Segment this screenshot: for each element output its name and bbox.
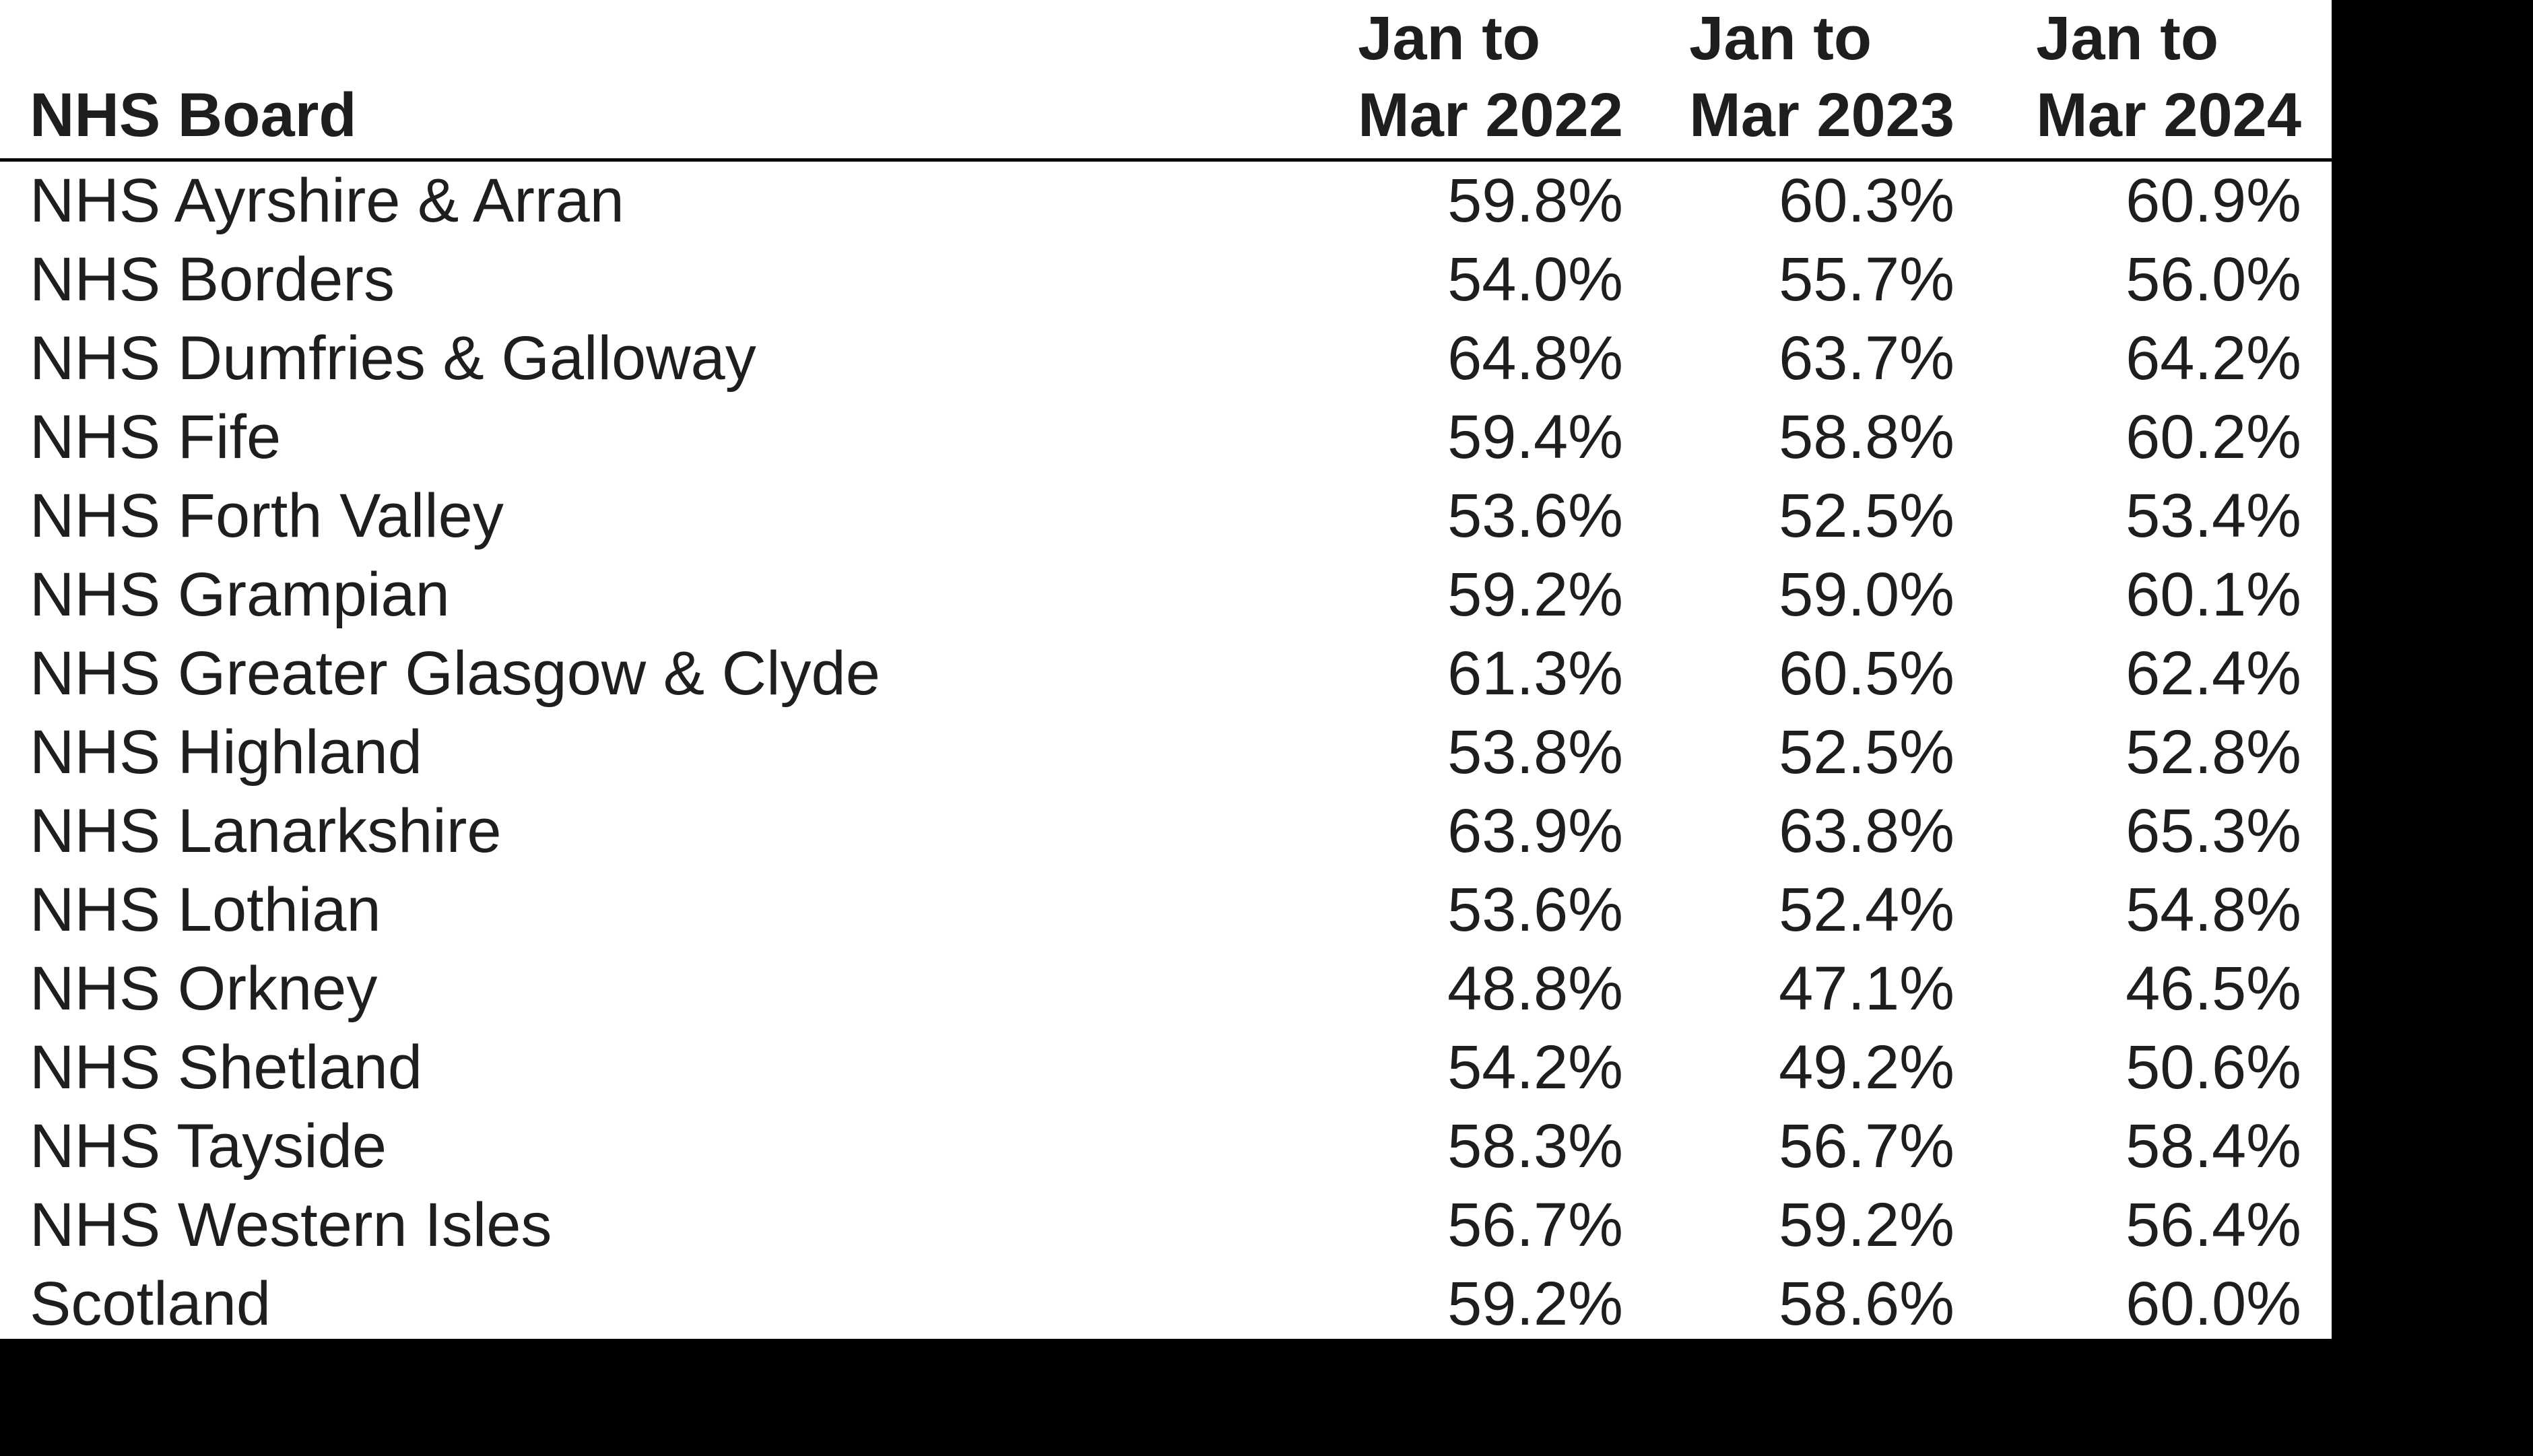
value-2022-cell: 56.7% [1447, 1191, 1623, 1259]
value-2022-cell: 59.8% [1447, 166, 1623, 235]
board-name-cell: NHS Tayside [30, 1112, 387, 1181]
value-2024-cell: 46.5% [2126, 954, 2301, 1023]
column-header-nhs-board: NHS Board [0, 0, 1145, 160]
table-row-nhs-western-isles: NHS Western Isles 56.7% 59.2% 56.4% [0, 1186, 2332, 1265]
value-2024-cell: 56.0% [2126, 245, 2301, 314]
value-2023-cell: 52.4% [1779, 875, 1954, 944]
value-2022-cell: 48.8% [1447, 954, 1623, 1023]
table-row-nhs-grampian: NHS Grampian 59.2% 59.0% 60.1% [0, 556, 2332, 634]
table-panel: NHS Board Jan to Mar 2022 Jan to Mar 202… [0, 0, 2332, 1339]
value-2022-cell: 53.6% [1447, 875, 1623, 944]
value-2023-cell: 55.7% [1779, 245, 1954, 314]
table-row-nhs-shetland: NHS Shetland 54.2% 49.2% 50.6% [0, 1028, 2332, 1107]
column-header-line1: Jan to [2036, 4, 2219, 73]
value-2022-cell: 59.2% [1447, 560, 1623, 629]
value-2022-cell: 53.8% [1447, 718, 1623, 787]
value-2024-cell: 60.1% [2126, 560, 2301, 629]
value-2022-cell: 59.4% [1447, 403, 1623, 471]
board-name-cell: NHS Ayrshire & Arran [30, 166, 624, 235]
column-header-block: Jan to Mar 2023 [1689, 0, 1954, 154]
column-header-line1: Jan to [1689, 4, 1872, 73]
table-row-nhs-highland: NHS Highland 53.8% 52.5% 52.8% [0, 713, 2332, 792]
column-header-block: Jan to Mar 2024 [2036, 0, 2301, 154]
value-2024-cell: 54.8% [2126, 875, 2301, 944]
value-2022-cell: 63.9% [1447, 797, 1623, 865]
value-2024-cell: 56.4% [2126, 1191, 2301, 1259]
value-2022-cell: 61.3% [1447, 639, 1623, 708]
value-2023-cell: 47.1% [1779, 954, 1954, 1023]
column-header-line2: Mar 2024 [2036, 81, 2301, 150]
value-2023-cell: 52.5% [1779, 482, 1954, 550]
table-row-nhs-lothian: NHS Lothian 53.6% 52.4% 54.8% [0, 871, 2332, 950]
right-letterbox [2332, 0, 2533, 1456]
table-row-nhs-borders: NHS Borders 54.0% 55.7% 56.0% [0, 240, 2332, 319]
board-name-cell: NHS Western Isles [30, 1191, 552, 1259]
board-name-cell: NHS Lanarkshire [30, 797, 502, 865]
value-2023-cell: 52.5% [1779, 718, 1954, 787]
value-2022-cell: 54.0% [1447, 245, 1623, 314]
column-header-label: NHS Board [30, 81, 357, 150]
board-name-cell: NHS Orkney [30, 954, 378, 1023]
value-2024-cell: 65.3% [2126, 797, 2301, 865]
table-row-nhs-lanarkshire: NHS Lanarkshire 63.9% 63.8% 65.3% [0, 792, 2332, 871]
board-name-cell: NHS Borders [30, 245, 395, 314]
table-row-nhs-forth-valley: NHS Forth Valley 53.6% 52.5% 53.4% [0, 477, 2332, 556]
value-2023-cell: 63.8% [1779, 797, 1954, 865]
board-name-cell: NHS Dumfries & Galloway [30, 324, 756, 393]
table-row-nhs-dumfries-galloway: NHS Dumfries & Galloway 64.8% 63.7% 64.2… [0, 319, 2332, 398]
board-name-cell: NHS Fife [30, 403, 282, 471]
board-name-cell: NHS Forth Valley [30, 482, 504, 550]
column-header-line2: Mar 2022 [1358, 81, 1623, 150]
value-2024-cell: 60.2% [2126, 403, 2301, 471]
board-name-cell: NHS Lothian [30, 875, 381, 944]
column-header-jan-mar-2022: Jan to Mar 2022 [1145, 0, 1623, 160]
value-2024-cell: 60.9% [2126, 166, 2301, 235]
board-name-cell: NHS Greater Glasgow & Clyde [30, 639, 880, 708]
value-2024-cell: 60.0% [2126, 1269, 2301, 1338]
table-row-nhs-tayside: NHS Tayside 58.3% 56.7% 58.4% [0, 1107, 2332, 1186]
value-2022-cell: 54.2% [1447, 1033, 1623, 1102]
board-name-cell: NHS Highland [30, 718, 422, 787]
table-header-row: NHS Board Jan to Mar 2022 Jan to Mar 202… [0, 0, 2332, 160]
value-2023-cell: 56.7% [1779, 1112, 1954, 1181]
value-2024-cell: 58.4% [2126, 1112, 2301, 1181]
value-2022-cell: 59.2% [1447, 1269, 1623, 1338]
bottom-letterbox [0, 1339, 2533, 1456]
value-2023-cell: 49.2% [1779, 1033, 1954, 1102]
table-row-nhs-orkney: NHS Orkney 48.8% 47.1% 46.5% [0, 950, 2332, 1028]
table-row-nhs-greater-glasgow-clyde: NHS Greater Glasgow & Clyde 61.3% 60.5% … [0, 634, 2332, 713]
column-header-line1: Jan to [1358, 4, 1541, 73]
board-name-cell: NHS Grampian [30, 560, 450, 629]
nhs-board-table: NHS Board Jan to Mar 2022 Jan to Mar 202… [0, 0, 2332, 1344]
value-2023-cell: 60.5% [1779, 639, 1954, 708]
value-2023-cell: 58.8% [1779, 403, 1954, 471]
board-name-cell: NHS Shetland [30, 1033, 422, 1102]
value-2024-cell: 64.2% [2126, 324, 2301, 393]
value-2024-cell: 53.4% [2126, 482, 2301, 550]
table-row-nhs-fife: NHS Fife 59.4% 58.8% 60.2% [0, 398, 2332, 477]
column-header-jan-mar-2024: Jan to Mar 2024 [1954, 0, 2332, 160]
value-2024-cell: 50.6% [2126, 1033, 2301, 1102]
value-2023-cell: 59.2% [1779, 1191, 1954, 1259]
table-row-scotland: Scotland 59.2% 58.6% 60.0% [0, 1265, 2332, 1344]
value-2023-cell: 58.6% [1779, 1269, 1954, 1338]
value-2022-cell: 64.8% [1447, 324, 1623, 393]
value-2022-cell: 58.3% [1447, 1112, 1623, 1181]
value-2023-cell: 59.0% [1779, 560, 1954, 629]
table-row-nhs-ayrshire-arran: NHS Ayrshire & Arran 59.8% 60.3% 60.9% [0, 160, 2332, 241]
column-header-jan-mar-2023: Jan to Mar 2023 [1623, 0, 1954, 160]
value-2024-cell: 62.4% [2126, 639, 2301, 708]
value-2023-cell: 63.7% [1779, 324, 1954, 393]
value-2023-cell: 60.3% [1779, 166, 1954, 235]
value-2022-cell: 53.6% [1447, 482, 1623, 550]
board-name-cell: Scotland [30, 1269, 271, 1338]
column-header-line2: Mar 2023 [1689, 81, 1954, 150]
column-header-block: Jan to Mar 2022 [1358, 0, 1623, 154]
value-2024-cell: 52.8% [2126, 718, 2301, 787]
